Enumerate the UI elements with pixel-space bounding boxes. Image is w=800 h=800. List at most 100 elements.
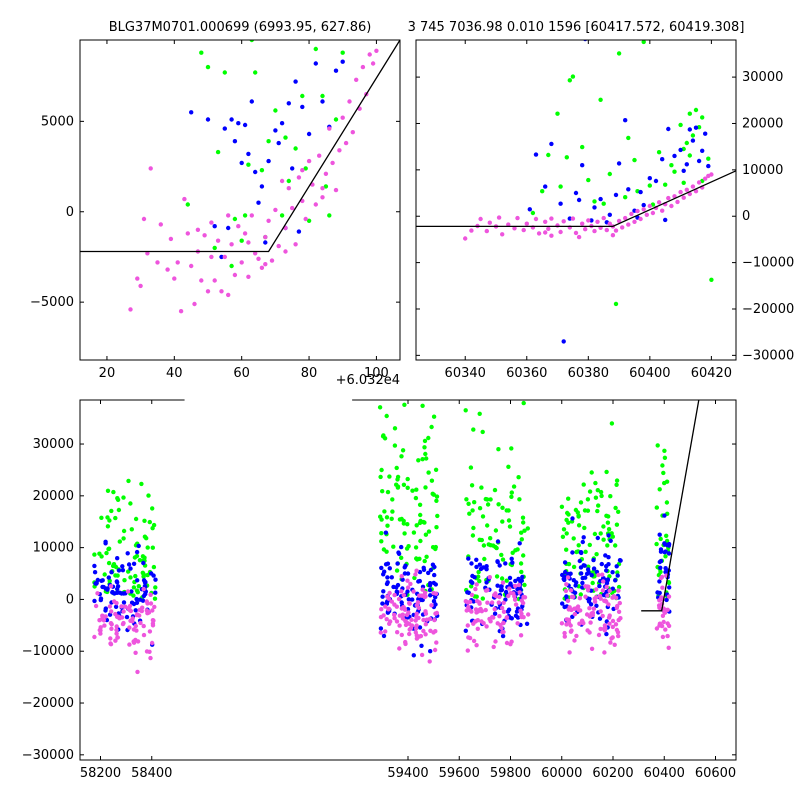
green-point [106,546,112,551]
green-point [397,517,403,522]
green-point [136,584,141,589]
green-point [313,46,318,52]
blue-point [219,254,224,260]
pink-point [586,218,591,223]
pink-point [466,635,471,640]
green-point [424,456,429,461]
green-point [480,514,486,519]
pink-point [401,605,406,610]
pink-point [635,208,640,214]
blue-point [405,571,411,576]
green-point [476,574,481,579]
green-point [494,574,500,579]
green-point [394,465,399,471]
pink-point [607,221,612,226]
green-point [469,584,474,589]
pink-point [209,220,214,225]
pink-point [423,611,429,616]
green-point [518,561,524,566]
pink-point [613,228,619,233]
green-point [133,573,138,579]
green-point [107,518,112,523]
green-point [477,579,482,584]
green-point [511,484,517,489]
pink-point [114,624,119,629]
pink-point [404,620,410,625]
pink-point [414,611,419,616]
x-tick-label: 60380 [568,366,609,381]
blue-point [239,160,244,166]
blue-point [474,564,479,570]
pink-point [333,187,339,193]
blue-point [570,516,575,521]
blue-point [394,585,399,590]
green-point [105,488,111,493]
pink-point [416,615,421,621]
green-point [660,463,665,468]
blue-point [597,583,602,589]
green-point [422,438,428,444]
pink-point [396,596,402,602]
green-point [520,515,526,520]
pink-point [379,607,384,612]
green-point [613,301,619,307]
green-point [399,454,404,459]
pink-point [413,618,418,623]
pink-point [360,64,366,70]
green-point [435,513,440,519]
pink-point [246,274,251,279]
blue-point [433,582,438,587]
blue-point [396,551,402,556]
blue-point [92,598,97,604]
blue-point [116,568,122,573]
green-point [558,184,563,189]
pink-point [518,633,524,638]
pink-point [253,251,258,256]
green-point [470,508,475,513]
pink-point [533,216,539,222]
pink-point [114,600,119,606]
pink-point [491,644,496,650]
pink-point [242,231,248,236]
blue-point [598,196,603,202]
blue-point [103,608,108,613]
blue-point [580,580,585,586]
pink-point [205,289,211,294]
blue-point [658,565,663,570]
pink-point [657,598,662,603]
green-point [604,469,609,475]
pink-point [650,210,656,216]
green-point [391,544,396,549]
blue-point [507,575,513,581]
green-point [690,133,696,138]
pink-point [320,186,325,191]
blue-point [279,121,285,126]
pink-point [681,195,686,200]
pink-point [392,616,397,621]
pink-point [512,597,518,602]
green-point [595,508,600,514]
blue-point [503,561,508,566]
green-point [102,572,107,577]
pink-point [519,598,524,603]
green-point [519,569,524,575]
blue-point [333,68,339,73]
blue-point [387,566,392,571]
pink-point [107,604,113,609]
green-point [613,543,618,548]
pink-point [175,260,180,265]
pink-point [471,621,476,626]
pink-point [471,638,477,644]
green-point [593,480,598,486]
blue-point [663,549,668,554]
pink-point [489,600,495,605]
pink-point [148,655,153,661]
pink-point [147,629,153,634]
pink-point [669,203,674,209]
blue-point [400,577,405,582]
green-point [139,481,144,487]
green-point [658,536,663,542]
blue-point [395,589,400,595]
green-point [422,445,427,450]
green-point [152,596,158,601]
